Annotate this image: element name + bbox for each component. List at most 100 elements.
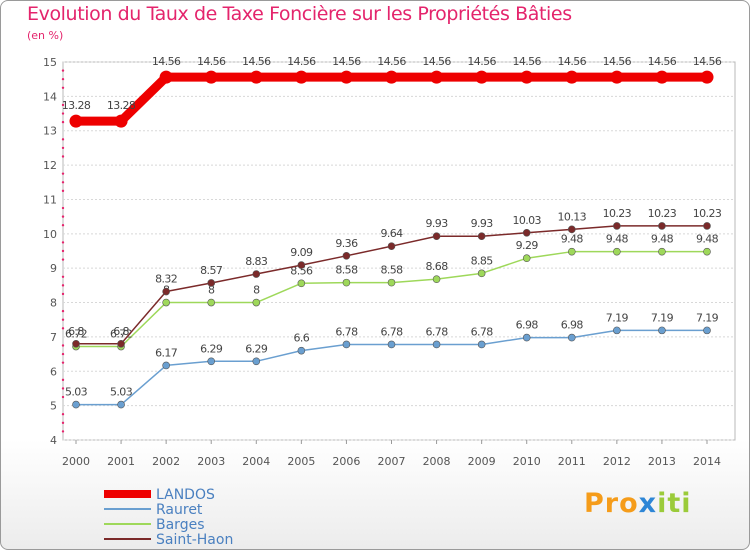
y-minor-tick bbox=[61, 189, 65, 193]
data-label: 8.58 bbox=[380, 264, 403, 277]
data-point bbox=[432, 340, 441, 349]
data-label: 14.56 bbox=[558, 55, 587, 68]
x-tick-label: 2004 bbox=[242, 455, 270, 468]
y-tick-label: 14 bbox=[43, 90, 57, 103]
data-label: 13.28 bbox=[107, 99, 136, 112]
data-label: 8.57 bbox=[200, 264, 223, 277]
data-label: 6.8 bbox=[113, 325, 129, 338]
data-label: 14.56 bbox=[197, 55, 226, 68]
x-tick-label: 2010 bbox=[513, 455, 541, 468]
data-label: 6.78 bbox=[426, 325, 449, 338]
data-point bbox=[700, 70, 714, 84]
series-line bbox=[71, 72, 712, 126]
data-point bbox=[339, 70, 353, 84]
data-label: 8.85 bbox=[471, 254, 494, 267]
legend-label: LANDOS bbox=[156, 487, 215, 503]
data-point bbox=[613, 222, 621, 230]
data-label: 14.56 bbox=[242, 55, 271, 68]
data-point bbox=[294, 70, 308, 84]
data-point bbox=[342, 278, 351, 287]
y-minor-tick bbox=[61, 413, 65, 416]
data-point bbox=[703, 247, 711, 256]
y-tick-label: 10 bbox=[43, 228, 57, 241]
series-landos: 13.28 13.28 14.56 14.56 14.56 14.56 14.56 14.56… bbox=[62, 55, 722, 128]
data-point bbox=[252, 270, 261, 278]
y-minor-tick bbox=[61, 275, 65, 278]
data-label: 14.56 bbox=[332, 55, 361, 68]
data-label: 9.64 bbox=[380, 227, 403, 240]
x-tick-label: 2000 bbox=[62, 455, 90, 468]
x-tick-label: 2003 bbox=[197, 455, 225, 468]
data-label: 14.56 bbox=[152, 55, 181, 68]
y-minor-tick bbox=[61, 206, 65, 210]
y-tick-label: 12 bbox=[43, 159, 57, 172]
data-point bbox=[162, 361, 170, 370]
data-point bbox=[297, 261, 306, 269]
data-point bbox=[522, 333, 531, 342]
data-point bbox=[567, 225, 576, 234]
y-minor-tick bbox=[61, 77, 65, 81]
legend-label: Rauret bbox=[156, 502, 203, 518]
y-tick-label: 13 bbox=[43, 125, 57, 138]
data-label: 6.78 bbox=[471, 325, 494, 338]
y-minor-tick bbox=[61, 241, 65, 244]
data-point bbox=[613, 247, 621, 256]
data-label: 14.56 bbox=[422, 55, 451, 68]
data-point bbox=[252, 298, 261, 307]
y-minor-tick bbox=[61, 309, 65, 313]
y-minor-tick bbox=[61, 181, 65, 184]
data-label: 9.48 bbox=[606, 233, 629, 246]
proxiti-logo: Proxiti bbox=[584, 488, 692, 519]
y-minor-tick bbox=[61, 86, 65, 89]
y-minor-tick bbox=[61, 395, 65, 399]
data-point bbox=[475, 70, 489, 84]
data-point bbox=[703, 222, 711, 230]
data-point bbox=[477, 340, 486, 349]
data-point bbox=[565, 70, 579, 84]
x-tick-label: 2011 bbox=[558, 455, 586, 468]
y-minor-tick bbox=[61, 215, 65, 218]
y-minor-tick bbox=[61, 327, 65, 330]
y-tick-label: 7 bbox=[50, 331, 57, 344]
data-label: 8.83 bbox=[245, 255, 268, 268]
data-point bbox=[385, 70, 398, 84]
data-point bbox=[703, 326, 711, 335]
data-point bbox=[252, 357, 261, 366]
y-minor-tick bbox=[61, 224, 65, 227]
x-tick-label: 2006 bbox=[332, 455, 360, 468]
y-minor-tick bbox=[61, 292, 65, 296]
series-saint-haon: 6.8 6.8 8.32 8.57 8.83 9.09 9.36 9.64 9.93 9.93 10… bbox=[68, 207, 722, 348]
data-point bbox=[658, 247, 666, 256]
data-label: 6.6 bbox=[294, 332, 310, 345]
data-label: 6.98 bbox=[516, 319, 539, 332]
y-minor-tick bbox=[61, 146, 65, 150]
data-point bbox=[387, 278, 396, 287]
legend-label: Barges bbox=[156, 517, 205, 533]
data-point bbox=[658, 222, 666, 230]
data-point bbox=[72, 339, 80, 348]
data-point bbox=[522, 254, 531, 263]
data-point bbox=[159, 70, 173, 84]
y-tick-label: 5 bbox=[50, 400, 57, 413]
data-point bbox=[207, 298, 216, 307]
y-minor-tick bbox=[61, 112, 65, 115]
y-minor-tick bbox=[61, 258, 65, 261]
data-label: 9.93 bbox=[471, 217, 494, 230]
y-minor-tick bbox=[61, 344, 65, 347]
data-point bbox=[207, 357, 216, 366]
data-point bbox=[610, 70, 624, 84]
x-tick-label: 2012 bbox=[603, 455, 631, 468]
data-point bbox=[117, 400, 125, 409]
data-label: 9.48 bbox=[651, 233, 674, 246]
y-tick-label: 11 bbox=[43, 193, 57, 206]
data-point bbox=[69, 114, 83, 128]
data-label: 14.56 bbox=[512, 55, 541, 68]
x-tick-label: 2007 bbox=[378, 455, 406, 468]
data-label: 6.17 bbox=[155, 346, 178, 359]
y-tick-label: 15 bbox=[43, 56, 57, 69]
data-label: 6.78 bbox=[380, 325, 403, 338]
y-minor-tick bbox=[61, 172, 65, 175]
y-minor-tick bbox=[61, 387, 65, 390]
